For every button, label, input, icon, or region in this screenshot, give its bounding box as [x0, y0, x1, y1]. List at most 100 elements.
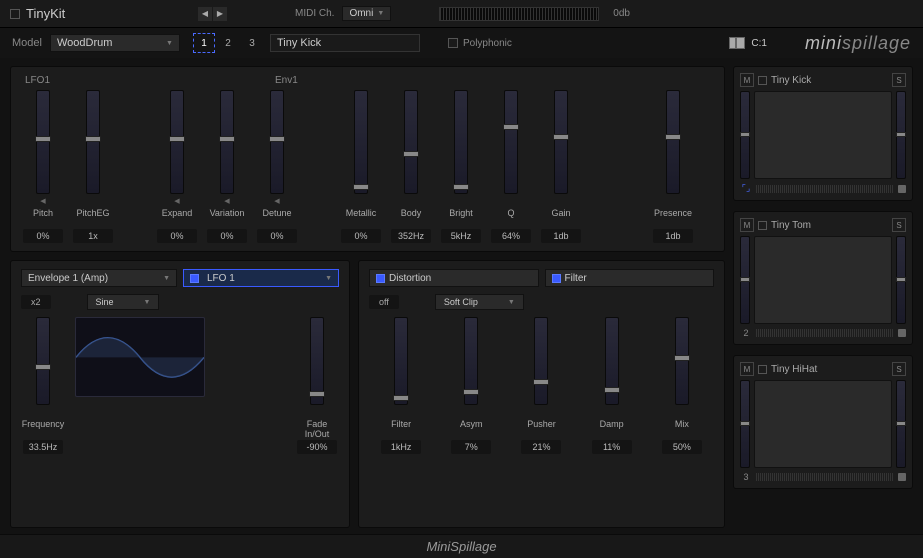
pad-level-slider[interactable]: [740, 380, 750, 468]
midi-value: Omni: [349, 8, 373, 19]
pad-tiny-hihat[interactable]: MTiny HiHatS3: [733, 355, 913, 489]
model-label: Model: [12, 37, 42, 49]
slider-label: Metallic: [346, 208, 377, 220]
pad-level-slider[interactable]: [740, 236, 750, 324]
slider-value: 0%: [257, 229, 297, 243]
preset-name[interactable]: TinyKit: [10, 6, 190, 21]
slider-label: Pusher: [527, 419, 556, 431]
slider-variation: ◀Variation0%: [205, 90, 249, 243]
distortion-label: Distortion: [389, 273, 431, 284]
pad-tiny-tom[interactable]: MTiny TomS2: [733, 211, 913, 345]
solo-button[interactable]: S: [892, 218, 906, 232]
slider-asym: Asym 7%: [449, 317, 493, 454]
slider-body: Body352Hz: [389, 90, 433, 243]
slider-track[interactable]: [170, 90, 184, 194]
solo-button[interactable]: S: [892, 73, 906, 87]
footer: MiniSpillage: [0, 534, 923, 558]
mute-button[interactable]: M: [740, 362, 754, 376]
slider-gain: Gain1db: [539, 90, 583, 243]
lfo-panel: Envelope 1 (Amp) ▼ LFO 1 ▼ x2 Sine ▼: [10, 260, 350, 528]
keyboard-icon[interactable]: [729, 37, 745, 49]
slider-label: Filter: [391, 419, 411, 431]
pad-name: Tiny HiHat: [771, 364, 817, 375]
fx-mode-off[interactable]: off: [369, 295, 399, 309]
slider-track[interactable]: [534, 317, 548, 405]
slider-track[interactable]: [554, 90, 568, 194]
slider-track[interactable]: [36, 317, 50, 405]
midi-channel-label: MIDI Ch.: [295, 8, 334, 19]
slider-label: Q: [507, 208, 514, 220]
pad-pan-slider[interactable]: [896, 380, 906, 468]
slider-track[interactable]: [666, 90, 680, 194]
slider-value: 1kHz: [381, 440, 421, 454]
mute-button[interactable]: M: [740, 73, 754, 87]
rate-mult[interactable]: x2: [21, 295, 51, 309]
slider-track[interactable]: [36, 90, 50, 194]
pad-pan-slider[interactable]: [896, 91, 906, 179]
slider-label: Frequency: [22, 419, 65, 431]
polyphonic-toggle[interactable]: Polyphonic: [448, 38, 512, 49]
pad-display: [754, 236, 892, 324]
slider-metallic: Metallic 0%: [339, 90, 383, 243]
pad-name: Tiny Kick: [771, 75, 811, 86]
lfo-select[interactable]: LFO 1 ▼: [183, 269, 339, 287]
slider-value: 21%: [521, 440, 561, 454]
slider-track[interactable]: [310, 317, 324, 405]
slider-track[interactable]: [394, 317, 408, 405]
solo-button[interactable]: S: [892, 362, 906, 376]
pad-tiny-kick[interactable]: MTiny KickS⌜⌟: [733, 66, 913, 201]
pad-knob[interactable]: [898, 329, 906, 337]
slider-track[interactable]: [86, 90, 100, 194]
note-readout: C:1: [751, 38, 767, 49]
slider-value: 1db: [653, 229, 693, 243]
pad-knob[interactable]: [898, 473, 906, 481]
dropdown-icon: ▼: [144, 299, 151, 306]
model-select[interactable]: WoodDrum ▼: [50, 34, 180, 52]
slider-track[interactable]: [354, 90, 368, 194]
slider-track[interactable]: [220, 90, 234, 194]
pad-meter: [756, 473, 894, 481]
distortion-tab[interactable]: Distortion: [369, 269, 539, 287]
slider-track[interactable]: [404, 90, 418, 194]
pad-pan-slider[interactable]: [896, 236, 906, 324]
waveform-display: [75, 317, 205, 397]
fx-type-select[interactable]: Soft Clip ▼: [435, 294, 524, 310]
filter-label: Filter: [565, 273, 587, 284]
model-bar: Model WoodDrum ▼ 123 Tiny Kick Polyphoni…: [0, 28, 923, 58]
slider-label: Asym: [460, 419, 483, 431]
pad-meter: [756, 185, 894, 193]
main-slider-panel: LFO1 Env1 ◀Pitch0%PitchEG1x◀Expand0%◀Var…: [10, 66, 725, 252]
slider-value: 7%: [451, 440, 491, 454]
slider-label: Fade In/Out: [295, 419, 339, 431]
slot-3[interactable]: 3: [242, 34, 262, 52]
slider-label: Gain: [551, 208, 570, 220]
voice-name-field[interactable]: Tiny Kick: [270, 34, 420, 52]
midi-channel-select[interactable]: Omni ▼: [342, 6, 391, 21]
slider-track[interactable]: [270, 90, 284, 194]
dropdown-icon: ▼: [508, 299, 515, 306]
slot-1[interactable]: 1: [194, 34, 214, 52]
slider-track[interactable]: [675, 317, 689, 405]
preset-prev-button[interactable]: ◀: [198, 7, 212, 21]
preset-arrows: ◀ ▶: [198, 7, 227, 21]
mute-button[interactable]: M: [740, 218, 754, 232]
wave-select[interactable]: Sine ▼: [87, 294, 160, 310]
slider-presence: Presence1db: [651, 90, 695, 243]
slider-label: Variation: [210, 208, 245, 220]
slider-q: Q64%: [489, 90, 533, 243]
slider-value: 0%: [341, 229, 381, 243]
slider-track[interactable]: [605, 317, 619, 405]
slider-track[interactable]: [454, 90, 468, 194]
vu-meter: [439, 7, 599, 21]
preset-next-button[interactable]: ▶: [213, 7, 227, 21]
envelope-select[interactable]: Envelope 1 (Amp) ▼: [21, 269, 177, 287]
slider-pusher: Pusher 21%: [519, 317, 563, 454]
pad-knob[interactable]: [898, 185, 906, 193]
slider-track[interactable]: [504, 90, 518, 194]
pad-level-slider[interactable]: [740, 91, 750, 179]
filter-tab[interactable]: Filter: [545, 269, 715, 287]
slot-2[interactable]: 2: [218, 34, 238, 52]
slider-detune: ◀Detune0%: [255, 90, 299, 243]
slider-track[interactable]: [464, 317, 478, 405]
slider-damp: Damp11%: [590, 317, 634, 454]
